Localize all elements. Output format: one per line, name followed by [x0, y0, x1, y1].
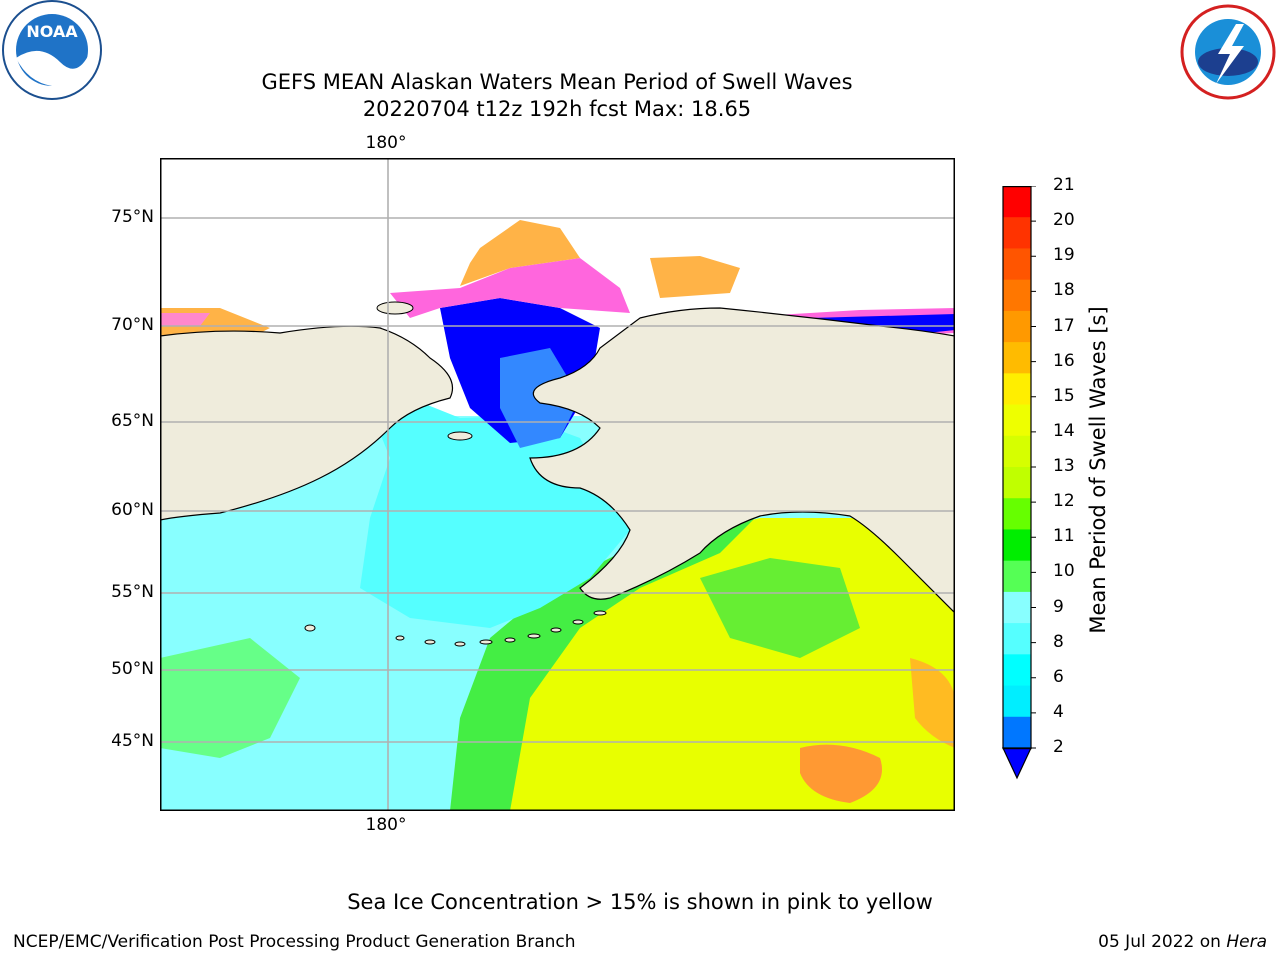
colorbar-segment — [1003, 591, 1031, 624]
lat-label-65: 65°N — [111, 411, 154, 431]
colorbar-tick-label: 12 — [1053, 491, 1075, 512]
gridlines — [160, 158, 955, 811]
colorbar-tick-label: 19 — [1053, 245, 1075, 266]
colorbar-segment — [1003, 529, 1031, 562]
ocean-orange-east — [910, 658, 955, 748]
map-svg — [160, 158, 955, 811]
colorbar-tick-label: 10 — [1053, 561, 1075, 582]
lat-label-50: 50°N — [111, 659, 154, 679]
sea-ice-flecks — [650, 256, 740, 298]
lat-label-55: 55°N — [111, 582, 154, 602]
lat-label-70: 70°N — [111, 315, 154, 335]
colorbar-tick-label: 2 — [1053, 737, 1064, 757]
land-alaska — [529, 307, 955, 614]
colorbar-tick-label: 11 — [1053, 526, 1075, 547]
colorbar-segment — [1003, 435, 1031, 468]
footer-date: 05 Jul 2022 on Hera — [1098, 932, 1267, 952]
chart-title: GEFS MEAN Alaskan Waters Mean Period of … — [261, 70, 853, 94]
sea-ice-note: Sea Ice Concentration > 15% is shown in … — [347, 890, 933, 914]
colorbar-tick-label: 18 — [1053, 280, 1075, 301]
lat-label-75: 75°N — [111, 207, 154, 227]
colorbar-tick-label: 8 — [1053, 631, 1064, 652]
colorbar-tick-label: 13 — [1053, 456, 1075, 476]
colorbar-segment — [1003, 623, 1031, 655]
colorbar-tick-label: 15 — [1053, 385, 1075, 406]
lat-label-60: 60°N — [111, 500, 154, 520]
colorbar-extend-arrow — [1002, 747, 1032, 780]
colorbar-segment — [1003, 716, 1031, 749]
noaa-logo-text: NOAA — [26, 22, 78, 41]
ocean-orange-patch — [800, 744, 882, 803]
colorbar-tick-label: 21 — [1053, 175, 1075, 195]
colorbar-segment — [1003, 498, 1031, 531]
island-st-lawrence — [447, 431, 473, 441]
colorbar-tick-label: 6 — [1053, 666, 1064, 687]
colorbar-segment — [1003, 310, 1031, 343]
colorbar-tick-label: 9 — [1053, 596, 1064, 617]
footer-host: Hera — [1226, 932, 1267, 952]
colorbar-segment — [1003, 560, 1031, 593]
colorbar-segment — [1003, 373, 1031, 406]
colorbar-segment — [1003, 654, 1031, 687]
colorbar-tick-label: 20 — [1053, 210, 1075, 231]
colorbar — [1000, 185, 1036, 782]
colorbar-segment — [1003, 685, 1031, 718]
sea-ice-pink — [390, 258, 630, 318]
nws-logo — [1178, 4, 1278, 100]
colorbar-segment — [1003, 186, 1031, 218]
sea-ice-pink-west — [160, 313, 210, 326]
ocean-lightgreen-west — [160, 638, 300, 758]
colorbar-segment — [1003, 404, 1031, 437]
colorbar-tick-label: 16 — [1053, 350, 1075, 371]
map-panel — [160, 158, 955, 811]
aleutian-islands — [304, 610, 607, 647]
colorbar-segment — [1003, 279, 1031, 312]
lat-label-45: 45°N — [111, 731, 154, 751]
lon-label-top: 180° — [365, 133, 407, 153]
ocean-green-patch — [700, 558, 860, 658]
land-siberia — [160, 325, 454, 521]
noaa-logo: NOAA — [0, 0, 104, 100]
colorbar-tick-label: 17 — [1053, 315, 1075, 336]
colorbar-outline — [1002, 186, 1032, 750]
footer-date-text: 05 Jul 2022 on — [1098, 932, 1227, 952]
colorbar-segment — [1003, 467, 1031, 499]
colorbar-segment — [1003, 217, 1031, 250]
colorbar-svg — [1002, 185, 1036, 780]
chart-subtitle: 20220704 t12z 192h fcst Max: 18.65 — [362, 97, 752, 121]
colorbar-segment — [1003, 342, 1031, 374]
colorbar-label: Mean Period of Swell Waves [s] — [1086, 306, 1110, 634]
colorbar-tick-label: 4 — [1053, 701, 1064, 722]
island-wrangel — [376, 301, 414, 315]
colorbar-segment — [1003, 248, 1031, 281]
sea-ice-orange-north — [460, 220, 580, 286]
colorbar-tick-label: 14 — [1053, 420, 1075, 441]
lon-label-bottom: 180° — [365, 815, 407, 835]
footer-credit: NCEP/EMC/Verification Post Processing Pr… — [13, 932, 576, 952]
